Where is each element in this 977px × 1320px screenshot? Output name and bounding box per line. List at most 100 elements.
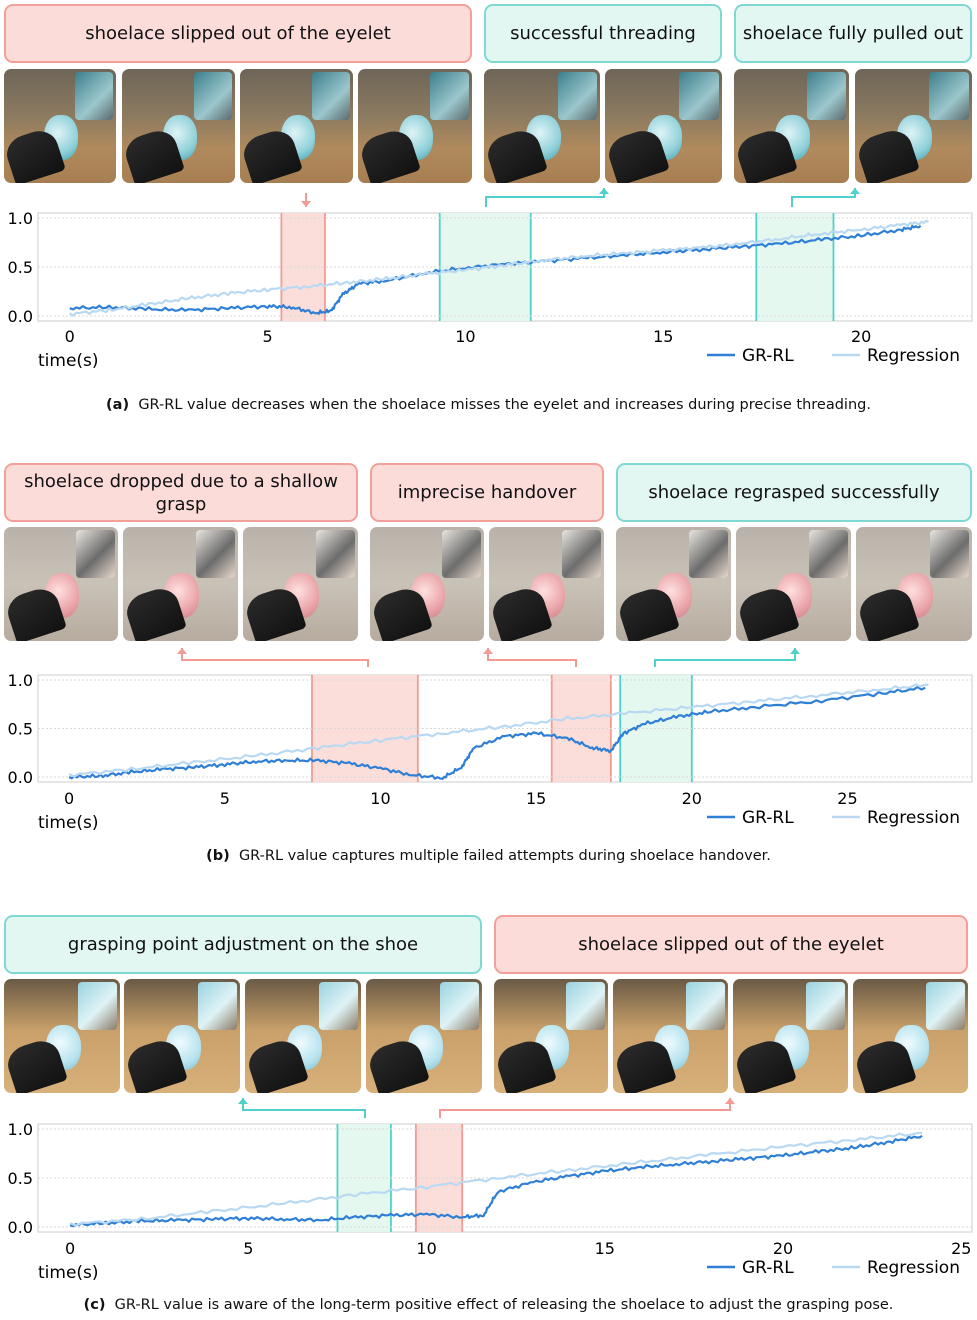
x-tick-label: 0	[65, 1239, 75, 1258]
series-line-regression	[69, 1131, 923, 1227]
x-tick-label: 20	[773, 1239, 793, 1258]
caption-b: (b) GR-RL value captures multiple failed…	[0, 848, 977, 864]
y-tick-label: 0.0	[8, 307, 33, 326]
x-tick-label: 20	[851, 327, 871, 346]
video-frame	[4, 69, 116, 183]
pointer-arrowhead	[177, 648, 187, 654]
x-tick-label: 5	[243, 1239, 253, 1258]
legend-label: GR-RL	[742, 1258, 794, 1278]
pointer-arrowhead	[850, 188, 860, 194]
x-tick-label: 0	[65, 327, 75, 346]
x-tick-label: 10	[416, 1239, 436, 1258]
video-frame	[245, 979, 361, 1093]
video-frame	[484, 69, 600, 183]
x-tick-label: 10	[455, 327, 475, 346]
x-tick-label: 15	[653, 327, 673, 346]
y-tick-label: 0.5	[8, 1169, 33, 1188]
caption-c: (c) GR-RL value is aware of the long-ter…	[0, 1297, 977, 1313]
legend-label: Regression	[867, 808, 960, 828]
series-line-regression	[68, 683, 929, 778]
banner-successful-threading: successful threading	[484, 4, 722, 63]
video-frame	[240, 69, 353, 183]
chart-b: 0.0 0.5 1.0 0 5 10 15 20 25 time(s) GR-RL Regressio…	[8, 648, 973, 833]
legend-label: Regression	[867, 346, 960, 366]
x-axis-label: time(s)	[38, 351, 99, 371]
y-tick-label: 0.5	[8, 720, 33, 739]
banner-imprecise-handover: imprecise handover	[370, 463, 604, 522]
caption-text: GR-RL value captures multiple failed att…	[238, 848, 771, 864]
series-line-regression	[69, 219, 930, 317]
caption-label: (c)	[83, 1297, 106, 1313]
video-frame	[734, 69, 849, 183]
video-frame	[489, 527, 604, 641]
legend-label: GR-RL	[742, 808, 794, 828]
caption-text: GR-RL value decreases when the shoelace …	[138, 397, 871, 413]
x-tick-label: 15	[595, 1239, 615, 1258]
y-tick-label: 1.0	[8, 671, 33, 690]
x-axis-label: time(s)	[38, 813, 99, 833]
video-frame	[4, 527, 118, 641]
video-frame	[358, 69, 472, 183]
panel-b: shoelace dropped due to a shallow grasp …	[0, 463, 977, 864]
x-tick-label: 0	[64, 789, 74, 808]
video-frame	[616, 527, 731, 641]
banner-shoelace-slipped-c: shoelace slipped out of the eyelet	[494, 915, 968, 974]
series-line-grrl	[69, 224, 922, 315]
chart-a: 0.0 0.5 1.0 0 5 10 15 20 time(s) GR-RL Regression	[8, 188, 973, 371]
panel-a: shoelace slipped out of the eyelet succe…	[0, 0, 977, 430]
caption-a: (a) GR-RL value decreases when the shoel…	[0, 397, 977, 413]
highlight-band	[311, 675, 418, 782]
banner-shoelace-dropped: shoelace dropped due to a shallow grasp	[4, 463, 358, 522]
video-frame	[123, 527, 238, 641]
video-frame	[853, 979, 968, 1093]
caption-label: (a)	[106, 397, 130, 413]
x-tick-label: 10	[370, 789, 390, 808]
x-axis-label: time(s)	[38, 1263, 99, 1283]
video-frame	[4, 979, 120, 1093]
y-tick-label: 0.5	[8, 258, 33, 277]
legend-label: Regression	[867, 1258, 960, 1278]
y-tick-label: 1.0	[8, 1120, 33, 1139]
pointer-line	[242, 1098, 366, 1118]
x-tick-label: 20	[682, 789, 702, 808]
caption-label: (b)	[206, 848, 230, 864]
pointer-arrowhead	[238, 1098, 248, 1104]
video-frame	[605, 69, 722, 183]
plot-frame	[37, 674, 973, 783]
video-frame	[124, 979, 240, 1093]
video-frame	[366, 979, 482, 1093]
pointer-arrowhead	[301, 201, 311, 207]
pointer-arrowhead	[790, 648, 800, 654]
pointer-arrowhead	[725, 1098, 735, 1104]
pointer-arrowhead	[599, 188, 609, 194]
series-line-grrl	[68, 685, 926, 780]
pointer-arrowhead	[483, 648, 493, 654]
y-tick-label: 0.0	[8, 1218, 33, 1237]
x-tick-label: 5	[262, 327, 272, 346]
x-tick-label: 5	[220, 789, 230, 808]
video-frame	[736, 527, 851, 641]
x-tick-label: 15	[526, 789, 546, 808]
banner-shoelace-regrasped: shoelace regrasped successfully	[616, 463, 972, 522]
y-tick-label: 1.0	[8, 209, 33, 228]
x-tick-label: 25	[837, 789, 857, 808]
video-frame	[613, 979, 728, 1093]
x-tick-label: 25	[951, 1239, 971, 1258]
video-frame	[494, 979, 608, 1093]
video-frame	[856, 527, 972, 641]
legend-label: GR-RL	[742, 346, 794, 366]
caption-text: GR-RL value is aware of the long-term po…	[114, 1297, 894, 1313]
banner-shoelace-pulled-out: shoelace fully pulled out	[734, 4, 972, 63]
video-frame	[122, 69, 235, 183]
y-tick-label: 0.0	[8, 768, 33, 787]
banner-grasping-adjustment: grasping point adjustment on the shoe	[4, 915, 482, 974]
highlight-band	[551, 675, 611, 782]
video-frame	[855, 69, 972, 183]
video-frame	[733, 979, 848, 1093]
video-frame	[243, 527, 358, 641]
video-frame	[370, 527, 484, 641]
pointer-line	[439, 1098, 731, 1118]
banner-shoelace-slipped: shoelace slipped out of the eyelet	[4, 4, 472, 63]
